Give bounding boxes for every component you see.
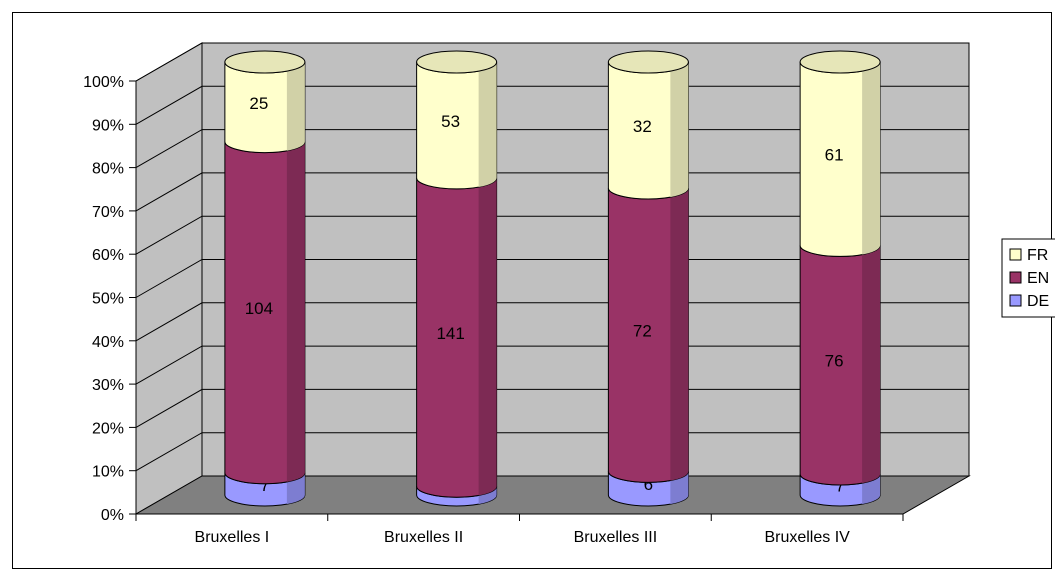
data-label: 32 (633, 117, 652, 136)
bar-shade (478, 62, 497, 188)
data-label: 7 (260, 476, 269, 495)
y-tick-label: 20% (92, 420, 124, 437)
y-tick-label: 80% (92, 161, 124, 178)
y-tick-label: 10% (92, 464, 124, 481)
data-label: 7 (835, 476, 844, 495)
bar-top-cap (607, 50, 689, 74)
x-tick-label: Bruxelles II (384, 529, 463, 546)
bar-shade (286, 472, 305, 505)
data-label: 76 (825, 352, 844, 371)
legend-swatch-en (1009, 271, 1022, 284)
bar-shade (478, 486, 497, 505)
x-tick-label: Bruxelles I (195, 529, 270, 546)
bar-shade (670, 62, 689, 198)
y-tick-label: 0% (101, 507, 124, 524)
data-label: 141 (436, 324, 464, 343)
bar-top-cap (799, 50, 881, 74)
gridline (135, 302, 969, 342)
data-label: 6 (644, 475, 653, 494)
bar-shade (286, 141, 305, 482)
gridline (135, 345, 969, 385)
bar-shade (286, 62, 305, 151)
y-tick-label: 90% (92, 117, 124, 134)
gridline (135, 42, 969, 82)
y-tick-label: 100% (83, 74, 124, 91)
gridline (135, 129, 969, 169)
bar-shade (670, 187, 689, 481)
y-tick-label: 60% (92, 247, 124, 264)
y-tick-label: 40% (92, 334, 124, 351)
bar-shade (862, 473, 881, 505)
gridline (135, 172, 969, 212)
legend-swatch-de (1009, 294, 1022, 307)
data-label: 104 (245, 299, 273, 318)
data-label: 72 (633, 322, 652, 341)
bar-shade (862, 62, 881, 255)
gridline (135, 259, 969, 298)
legend-label-en: EN (1027, 270, 1049, 287)
gridline (135, 432, 969, 472)
data-label: 53 (441, 112, 460, 131)
y-tick-label: 30% (92, 377, 124, 394)
x-tick-label: Bruxelles III (574, 529, 658, 546)
legend-label-fr: FR (1027, 247, 1048, 264)
bar-top-cap (224, 50, 306, 74)
bar-shade (862, 245, 881, 484)
data-label: 25 (249, 94, 268, 113)
legend-swatch-fr (1009, 248, 1022, 261)
y-tick-label: 70% (92, 204, 124, 221)
gridline (135, 85, 969, 125)
y-tick-label: 50% (92, 291, 124, 308)
bar-shade (478, 177, 497, 496)
data-label: 61 (825, 146, 844, 165)
legend-label-de: DE (1027, 293, 1049, 310)
gridline (135, 388, 969, 428)
gridline (135, 215, 969, 255)
bar-top-cap (416, 50, 498, 74)
x-tick-label: Bruxelles IV (764, 529, 850, 546)
